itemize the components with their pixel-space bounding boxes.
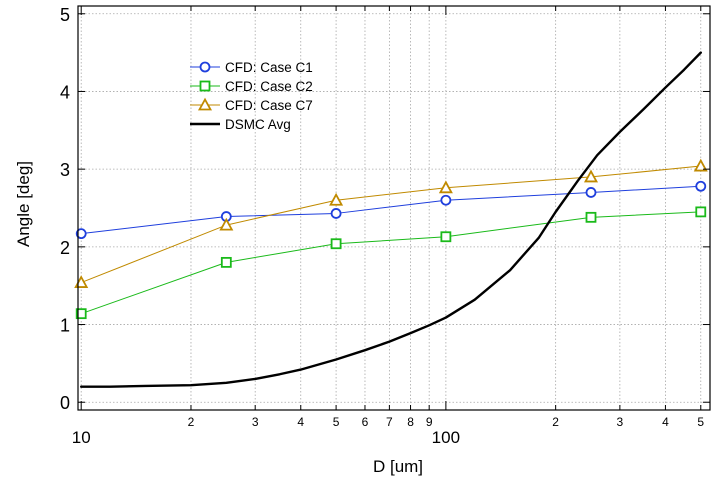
data-point [440, 194, 452, 206]
data-point [438, 180, 453, 194]
x-minor-tick-label: 4 [662, 415, 669, 429]
x-tick-label: 10 [72, 428, 91, 447]
data-point [75, 308, 87, 320]
y-tick-label: 4 [60, 82, 70, 102]
data-point [585, 187, 597, 198]
x-minor-tick-label: 7 [386, 415, 393, 429]
y-tick-label: 5 [60, 5, 70, 25]
y-tick-label: 3 [60, 160, 70, 180]
legend-label: CFD: Case C2 [225, 79, 313, 94]
x-minor-tick-label: 3 [252, 415, 259, 429]
legend-label: DSMC Avg [225, 117, 291, 132]
x-minor-tick-label: 2 [188, 415, 195, 429]
y-tick-label: 0 [60, 393, 70, 413]
data-point [220, 256, 232, 268]
x-minor-tick-label: 8 [407, 415, 414, 429]
data-point [330, 238, 342, 250]
legend-entry: CFD: Case C2 [190, 79, 313, 94]
data-point [695, 206, 707, 218]
legend-label: CFD: Case C7 [225, 98, 313, 113]
data-point [693, 158, 708, 172]
legend-marker [199, 61, 211, 73]
axis-ticks: 10 100 2 3 4 5 6 7 8 9 2 3 4 5 0 1 2 3 4 5 [60, 5, 710, 447]
legend-entry: DSMC Avg [190, 117, 291, 132]
series-layer [74, 51, 708, 388]
legend-entry: CFD: Case C1 [190, 60, 313, 75]
series-1 [75, 180, 707, 240]
data-point [695, 180, 707, 192]
series-4 [80, 51, 702, 388]
x-minor-tick-label: 4 [297, 415, 304, 429]
x-minor-tick-label: 5 [333, 415, 340, 429]
y-tick-label: 1 [60, 316, 70, 336]
series-line [80, 185, 702, 235]
data-point [585, 211, 597, 223]
data-point [219, 217, 234, 231]
x-minor-tick-label: 3 [617, 415, 624, 429]
data-point [329, 192, 344, 206]
legend-entry: CFD: Case C7 [190, 97, 313, 113]
data-point [330, 208, 342, 219]
data-point [440, 231, 452, 243]
x-minor-tick-label: 5 [697, 415, 704, 429]
x-tick-label: 100 [432, 428, 460, 447]
legend-label: CFD: Case C1 [225, 60, 313, 75]
data-point [583, 169, 599, 183]
series-2 [75, 206, 707, 320]
x-axis-label: D [um] [373, 457, 423, 476]
plot-border [77, 5, 711, 411]
series-line [80, 165, 702, 284]
x-minor-tick-label: 9 [426, 415, 433, 429]
plot-frame [77, 5, 711, 411]
legend-marker [199, 80, 211, 92]
x-minor-tick-label: 2 [552, 415, 559, 429]
legend: CFD: Case C1 CFD: Case C2 CFD: Case C7 DSMC… [190, 60, 313, 132]
x-minor-tick-label: 6 [362, 415, 369, 429]
data-point [75, 228, 87, 240]
y-tick-label: 2 [60, 238, 70, 258]
series-line [80, 51, 702, 388]
series-line [80, 211, 702, 315]
y-axis-label: Angle [deg] [14, 161, 33, 247]
legend-marker [197, 97, 213, 111]
